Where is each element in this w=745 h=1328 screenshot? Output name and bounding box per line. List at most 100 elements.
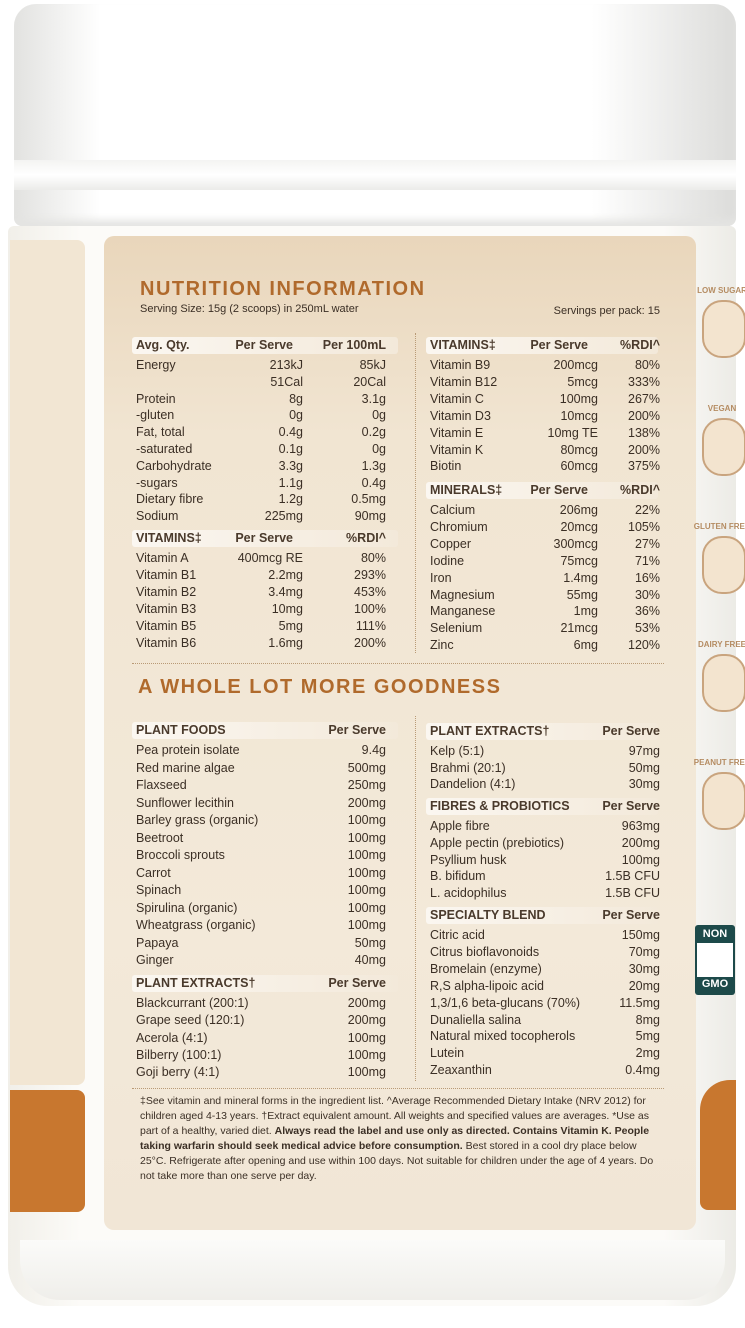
row-label: Bromelain (enzyme): [430, 961, 542, 976]
row-label: Papaya: [136, 935, 179, 950]
row-label: Dunaliella salina: [430, 1012, 522, 1027]
row-value: 1.2g: [278, 492, 303, 507]
badge-label: LOW SUGAR: [697, 286, 745, 295]
column-header: Per Serve: [602, 724, 660, 738]
row-value: 200mg: [621, 835, 660, 850]
divider: [132, 1088, 664, 1089]
column-header: Per Serve: [530, 483, 588, 497]
row-value: 5mcg: [567, 374, 598, 389]
column-header: FIBRES & PROBIOTICS: [430, 799, 570, 813]
row-value: 300mcg: [553, 536, 598, 551]
row-value: 100mg: [621, 852, 660, 867]
row-value: 6mg: [573, 638, 598, 653]
column-header: Per Serve: [602, 908, 660, 922]
lid-rim: [14, 160, 736, 190]
row-label: -gluten: [136, 408, 175, 423]
row-label: Protein: [136, 391, 176, 406]
row-label: Vitamin A: [136, 551, 189, 565]
header-stripe: [426, 798, 658, 815]
badge-label: VEGAN: [707, 404, 737, 413]
badge-label: DAIRY FREE: [697, 640, 745, 649]
column-header: VITAMINS‡: [136, 531, 202, 545]
row-label: Zeaxanthin: [430, 1063, 492, 1078]
row-label: Sunflower lecithin: [136, 795, 234, 810]
row-value: 213kJ: [269, 358, 303, 372]
row-value: 1.1g: [278, 475, 303, 490]
column-header: MINERALS‡: [430, 483, 503, 497]
row-label: Carbohydrate: [136, 458, 212, 473]
row-label: Blackcurrant (200:1): [136, 996, 249, 1010]
row-value: 55mg: [566, 587, 598, 602]
row-label: Grape seed (120:1): [136, 1013, 245, 1028]
row-value: 5mg: [278, 618, 303, 633]
row-value: 21mcg: [560, 621, 598, 636]
row-value: 71%: [634, 553, 660, 568]
row-label: Dandelion (4:1): [430, 777, 516, 791]
row-value: 27%: [634, 536, 660, 551]
row-value: 8mg: [635, 1012, 660, 1027]
row-value: 200%: [628, 442, 660, 457]
row-value: 5mg: [635, 1029, 660, 1044]
column-header: Per Serve: [235, 531, 293, 545]
row-value: 80mcg: [560, 442, 598, 457]
row-value: 453%: [354, 584, 386, 599]
column-header: %RDI^: [620, 338, 660, 352]
row-label: Ginger: [136, 953, 174, 967]
row-value: 8g: [289, 391, 303, 406]
row-label: Vitamin B9: [430, 358, 491, 372]
row-value: 375%: [628, 459, 660, 474]
row-label: Spinach: [136, 883, 182, 897]
row-label: Barley grass (organic): [136, 813, 259, 827]
row-value: 333%: [628, 374, 660, 389]
row-value: 100mg: [347, 883, 386, 897]
column-header: Per 100mL: [322, 338, 386, 352]
non-gmo-top: NON: [702, 928, 728, 940]
column-header: PLANT FOODS: [136, 723, 226, 737]
row-value: 50mg: [354, 935, 386, 950]
row-value: 100mg: [347, 830, 386, 845]
row-value: 0.4g: [361, 475, 386, 490]
row-value: 0g: [372, 442, 386, 456]
row-label: Spirulina (organic): [136, 900, 238, 915]
row-label: Vitamin B5: [136, 618, 197, 633]
row-value: 500mg: [347, 760, 386, 775]
row-label: Iron: [430, 570, 452, 585]
row-label: Lutein: [430, 1046, 465, 1061]
row-value: 100mg: [347, 918, 386, 932]
row-value: 80%: [634, 358, 660, 372]
row-label: Copper: [430, 536, 471, 551]
row-value: 16%: [634, 570, 660, 585]
column-header: Per Serve: [602, 799, 660, 813]
row-label: L. acidophilus: [430, 886, 507, 901]
row-label: Vitamin B3: [136, 601, 197, 616]
row-value: 11.5mg: [619, 995, 660, 1010]
row-value: 206mg: [559, 503, 598, 517]
row-label: -saturated: [136, 442, 193, 456]
badge-icon: [702, 418, 745, 476]
row-label: Pea protein isolate: [136, 743, 240, 757]
row-value: 100mg: [347, 865, 386, 880]
badge-label: GLUTEN FREE: [693, 522, 745, 531]
left-orange-band: [10, 1090, 85, 1212]
nutrition-title: NUTRITION INFORMATION: [140, 278, 426, 300]
row-label: Kelp (5:1): [430, 744, 485, 758]
row-value: 0.5mg: [351, 492, 386, 507]
row-label: Goji berry (4:1): [136, 1065, 220, 1080]
row-value: 267%: [628, 391, 660, 406]
row-value: 100mg: [347, 1030, 386, 1045]
row-label: Calcium: [430, 503, 476, 517]
row-value: 0.4mg: [625, 1063, 660, 1078]
row-value: 0.1g: [278, 442, 303, 456]
row-label: Citrus bioflavonoids: [430, 944, 540, 959]
goodness-title: A WHOLE LOT MORE GOODNESS: [138, 676, 502, 698]
header-stripe: [132, 722, 398, 739]
row-value: 22%: [634, 503, 660, 517]
row-value: 70mg: [628, 944, 660, 959]
row-value: 51Cal: [270, 374, 303, 389]
row-label: Sodium: [136, 509, 179, 524]
row-label: Natural mixed tocopherols: [430, 1029, 576, 1044]
row-label: Flaxseed: [136, 778, 187, 792]
row-label: Vitamin C: [430, 391, 484, 406]
row-value: 2mg: [635, 1046, 660, 1061]
